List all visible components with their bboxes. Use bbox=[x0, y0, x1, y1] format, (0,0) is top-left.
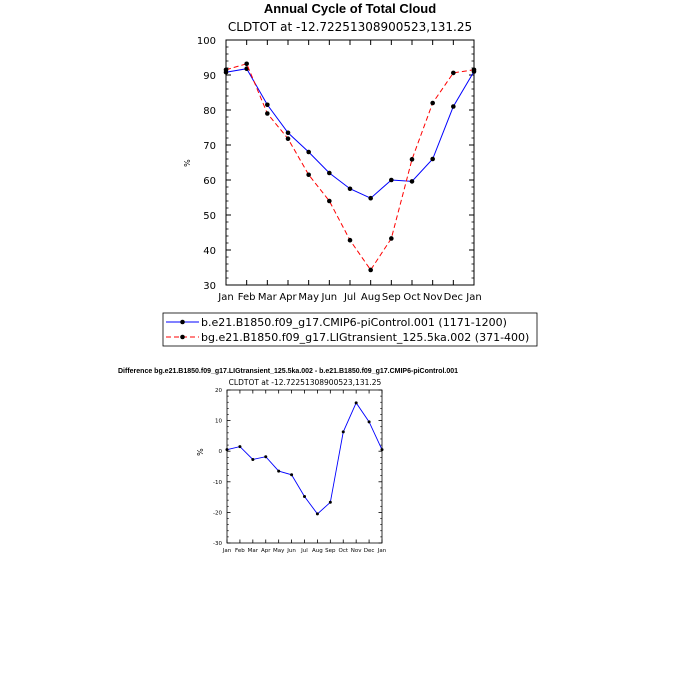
series-1-point bbox=[341, 430, 345, 434]
bottom-chart-subtitle: CLDTOT at -12.72251308900523,131.25 bbox=[229, 378, 382, 387]
series-1-point bbox=[303, 494, 306, 498]
y-tick-label: 100 bbox=[197, 36, 216, 47]
y-tick-label: 10 bbox=[215, 419, 222, 425]
series-2-point bbox=[223, 67, 229, 73]
x-tick-label: Jan bbox=[465, 292, 481, 303]
x-tick-label: Dec bbox=[364, 548, 375, 554]
y-tick-label: -30 bbox=[213, 541, 222, 547]
bottom-chart-series bbox=[225, 401, 384, 516]
top-chart-ticks: Jan Feb Mar Apr May Jun Jul Aug Sep Oct Nov Dec Jan3… bbox=[197, 36, 482, 303]
series-2-point bbox=[409, 157, 415, 162]
series-1-point bbox=[328, 500, 332, 504]
x-tick-label: May bbox=[298, 292, 319, 303]
x-tick-label: Jun bbox=[321, 292, 338, 303]
series-2-point bbox=[306, 172, 311, 178]
series-1-point bbox=[409, 179, 415, 184]
series-2-point bbox=[368, 267, 373, 273]
annual-cycle-chart: Annual Cycle of Total Cloud CLDTOT at -1… bbox=[162, 1, 538, 347]
series-1-point bbox=[238, 445, 242, 449]
x-tick-label: Sep bbox=[382, 292, 401, 303]
x-tick-label: Nov bbox=[423, 292, 443, 303]
x-tick-label: Apr bbox=[279, 292, 297, 303]
y-tick-label: 0 bbox=[219, 449, 223, 455]
series-2-point bbox=[471, 67, 477, 73]
series-1-point bbox=[347, 186, 353, 192]
x-tick-label: Jul bbox=[343, 292, 356, 303]
series-2-point bbox=[285, 136, 291, 141]
series-1-point bbox=[354, 401, 358, 405]
series-1-point bbox=[277, 469, 281, 473]
series-1-point bbox=[430, 156, 435, 162]
top-chart-legend: b.e21.B1850.f09_g17.CMIP6-piControl.001 … bbox=[162, 312, 538, 347]
y-tick-label: -10 bbox=[213, 480, 222, 486]
series-1-point bbox=[451, 104, 456, 109]
series-1-point bbox=[251, 457, 255, 461]
series-1-point bbox=[367, 420, 371, 424]
legend-marker-series-2 bbox=[180, 334, 185, 340]
y-tick-label: 90 bbox=[203, 71, 216, 82]
legend-label-series-1: b.e21.B1850.f09_g17.CMIP6-piControl.001 … bbox=[201, 316, 507, 329]
y-tick-label: 30 bbox=[203, 281, 216, 292]
x-tick-label: Jun bbox=[286, 548, 296, 554]
x-tick-label: Jan bbox=[377, 548, 387, 554]
x-tick-label: Apr bbox=[261, 548, 271, 554]
x-tick-label: Nov bbox=[351, 548, 362, 554]
series-line-1 bbox=[225, 68, 475, 199]
series-1-point bbox=[290, 473, 294, 477]
y-tick-label: 50 bbox=[203, 211, 216, 222]
x-tick-label: Oct bbox=[338, 548, 348, 554]
series-2-point bbox=[327, 198, 332, 204]
bottom-chart-ylabel: % bbox=[196, 448, 205, 456]
series-2-point bbox=[347, 237, 353, 243]
y-tick-label: 70 bbox=[203, 141, 216, 152]
y-tick-label: 40 bbox=[203, 246, 216, 257]
top-chart-ylabel: % bbox=[183, 159, 192, 167]
x-tick-label: Feb bbox=[238, 292, 256, 303]
bottom-chart-title: Difference bg.e21.B1850.f09_g17.LIGtrans… bbox=[118, 368, 458, 375]
series-2-point bbox=[389, 236, 394, 241]
series-1-point bbox=[285, 130, 291, 136]
x-tick-label: Sep bbox=[325, 548, 336, 554]
series-2-point bbox=[265, 111, 270, 116]
top-chart-subtitle: CLDTOT at -12.72251308900523,131.25 bbox=[228, 20, 472, 34]
bottom-chart-plot-area bbox=[226, 389, 383, 544]
x-tick-label: Mar bbox=[258, 292, 278, 303]
series-1-point bbox=[380, 448, 384, 452]
y-tick-label: 60 bbox=[203, 176, 216, 187]
y-tick-label: 20 bbox=[215, 388, 222, 394]
series-1-point bbox=[265, 102, 270, 108]
x-tick-label: Jan bbox=[222, 548, 232, 554]
x-tick-label: Dec bbox=[444, 292, 463, 303]
legend-label-series-2: bg.e21.B1850.f09_g17.LIGtransient_125.5k… bbox=[201, 331, 529, 344]
series-1-point bbox=[389, 177, 394, 183]
x-tick-label: May bbox=[273, 548, 285, 554]
x-tick-label: Aug bbox=[361, 292, 381, 303]
top-chart-series bbox=[223, 61, 477, 273]
x-tick-label: Jan bbox=[217, 292, 233, 303]
series-1-point bbox=[225, 448, 229, 452]
series-2-point bbox=[451, 70, 456, 76]
x-tick-label: Aug bbox=[312, 548, 323, 554]
x-tick-label: Mar bbox=[248, 548, 259, 554]
series-1-point bbox=[264, 455, 268, 459]
top-chart-plot-area bbox=[225, 39, 475, 286]
legend-box bbox=[162, 312, 538, 347]
difference-chart: Difference bg.e21.B1850.f09_g17.LIGtrans… bbox=[118, 368, 458, 554]
x-tick-label: Oct bbox=[403, 292, 420, 303]
series-1-point bbox=[327, 170, 332, 176]
series-2-point bbox=[244, 61, 249, 67]
series-1-point bbox=[368, 195, 373, 201]
series-2-point bbox=[430, 100, 435, 106]
bottom-chart-ticks: Jan Feb Mar Apr May Jun Jul Aug Sep Oct Nov Dec Jan-… bbox=[213, 388, 387, 554]
legend-marker-series-1 bbox=[180, 319, 185, 325]
y-tick-label: 80 bbox=[203, 106, 216, 117]
top-chart-title: Annual Cycle of Total Cloud bbox=[264, 1, 436, 16]
x-tick-label: Feb bbox=[235, 548, 245, 554]
series-1-point bbox=[306, 149, 311, 155]
y-tick-label: -20 bbox=[213, 510, 222, 516]
x-tick-label: Jul bbox=[300, 548, 308, 554]
series-1-point bbox=[315, 512, 319, 516]
